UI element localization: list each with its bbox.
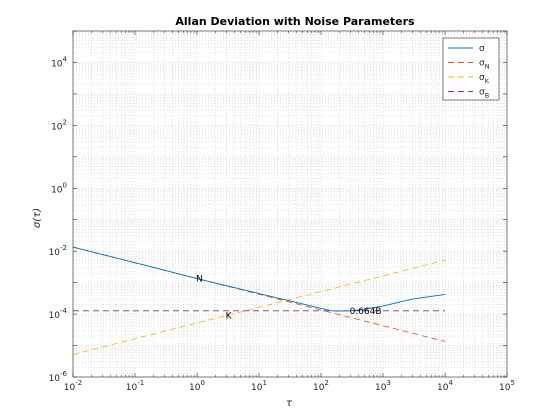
legend-entry: σB bbox=[479, 88, 489, 100]
x-tick-label: 10-2 bbox=[64, 379, 82, 393]
y-tick-label: 104 bbox=[51, 55, 67, 69]
series-layer bbox=[72, 246, 446, 355]
legend-entry: σN bbox=[479, 59, 490, 71]
y-tick-labels: 10-6 10-4 10-2 100 102 104 bbox=[49, 55, 68, 384]
legend-entry: σK bbox=[479, 73, 490, 85]
x-axis-label: τ bbox=[286, 398, 293, 409]
annotations: N K 0.664B bbox=[196, 275, 382, 322]
y-tick-label: 102 bbox=[51, 118, 67, 132]
chart-title: Allan Deviation with Noise Parameters bbox=[175, 15, 415, 28]
x-tick-labels: 10-2 10-1 100 101 102 103 104 105 bbox=[64, 379, 515, 393]
y-axis-label: σ(τ) bbox=[32, 208, 43, 228]
x-tick-label: 105 bbox=[499, 379, 515, 393]
annotation-label: K bbox=[226, 312, 233, 322]
x-tick-label: 104 bbox=[437, 379, 453, 393]
x-tick-label: 101 bbox=[251, 379, 267, 393]
series-line-total bbox=[72, 246, 446, 312]
plot-area bbox=[73, 31, 507, 377]
y-tick-label: 100 bbox=[51, 181, 67, 195]
legend: σ σN σK σB bbox=[442, 37, 500, 101]
y-tick-label: 10-6 bbox=[49, 370, 68, 384]
y-tick-label: 10-2 bbox=[49, 244, 67, 258]
x-tick-label: 100 bbox=[189, 379, 205, 393]
annotation-label: N bbox=[196, 275, 203, 285]
axes-box bbox=[72, 30, 508, 378]
x-tick-label: 10-1 bbox=[126, 379, 144, 393]
legend-box bbox=[442, 37, 500, 101]
y-tick-label: 10-4 bbox=[49, 307, 68, 321]
x-tick-label: 103 bbox=[375, 379, 391, 393]
series-line-k bbox=[72, 259, 446, 355]
annotation-label: 0.664B bbox=[350, 307, 382, 317]
axis-ticks bbox=[72, 30, 508, 378]
x-tick-label: 102 bbox=[313, 379, 329, 393]
legend-entry: σ bbox=[479, 44, 485, 54]
